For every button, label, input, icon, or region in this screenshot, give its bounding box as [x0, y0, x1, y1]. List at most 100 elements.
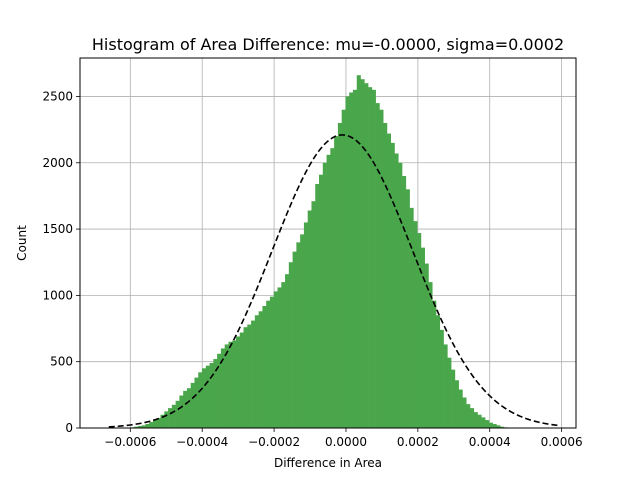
x-tick-label: 0.0006	[541, 435, 583, 449]
histogram-bar	[319, 174, 324, 428]
histogram-bar	[375, 103, 380, 429]
histogram-bar	[217, 353, 222, 428]
histogram-bar	[183, 390, 188, 428]
histogram-bar	[277, 287, 282, 428]
histogram-bar	[164, 411, 169, 428]
histogram-bar	[443, 344, 448, 428]
histogram-bar	[220, 348, 225, 428]
histogram-bar	[337, 122, 342, 428]
histogram-bar	[371, 89, 376, 429]
x-tick-label: −0.0002	[248, 435, 300, 449]
x-tick-label: −0.0006	[104, 435, 156, 449]
histogram-bar	[458, 389, 463, 428]
y-tick-label: 0	[65, 421, 73, 435]
histogram-bar	[383, 122, 388, 428]
histogram-bar	[269, 296, 275, 428]
histogram-bar	[300, 234, 305, 428]
histogram-bar	[326, 154, 331, 428]
histogram-bar	[436, 315, 441, 428]
histogram-bar	[420, 247, 425, 428]
y-tick-label: 500	[50, 355, 73, 369]
histogram-bar	[171, 404, 176, 428]
histogram-bar	[296, 242, 301, 428]
histogram-bar	[243, 327, 248, 428]
histogram-bar	[398, 162, 403, 428]
histogram-bar	[462, 397, 467, 428]
histogram-bar	[235, 336, 241, 428]
histogram-bar	[409, 207, 414, 428]
normal-fit-curve	[108, 134, 559, 428]
histogram-bar	[186, 388, 192, 428]
histogram-bar	[228, 341, 233, 428]
histogram-bar	[352, 89, 358, 429]
histogram-bar	[481, 417, 486, 428]
histogram-bars	[130, 75, 509, 429]
histogram-bar	[488, 422, 493, 428]
histogram-bar	[209, 363, 214, 428]
histogram-bar	[473, 412, 478, 428]
histogram-bar	[168, 408, 173, 428]
chart-title: Histogram of Area Difference: mu=-0.0000…	[92, 35, 564, 54]
histogram-bar	[360, 79, 365, 429]
histogram-bar	[266, 300, 271, 428]
y-tick-label: 2000	[42, 156, 73, 170]
x-tick-label: 0.0000	[325, 435, 367, 449]
histogram-bar	[345, 96, 350, 429]
histogram-bar	[485, 420, 490, 428]
y-axis-label: Count	[15, 225, 29, 261]
x-tick-label: 0.0004	[469, 435, 511, 449]
histogram-bar	[466, 404, 471, 428]
histogram-bar	[330, 148, 335, 429]
histogram-bar	[315, 183, 320, 428]
histogram-bar	[428, 282, 433, 428]
histogram-bar	[285, 274, 290, 428]
histogram-bar	[469, 408, 475, 428]
histogram-bar	[149, 422, 154, 428]
histogram-bar	[281, 282, 286, 428]
histogram-bar	[179, 395, 184, 428]
histogram-bar	[413, 221, 418, 428]
histogram-bar	[141, 425, 146, 428]
histogram-bar	[303, 222, 308, 428]
histogram-bar	[258, 311, 263, 428]
histogram-bar	[447, 357, 452, 428]
histogram-bar	[417, 233, 422, 428]
histogram-bar	[394, 153, 399, 428]
histogram-bar	[254, 315, 259, 428]
plot-frame	[79, 57, 577, 429]
histogram-bar	[202, 368, 207, 428]
y-tick-label: 2500	[42, 89, 73, 103]
histogram-bar	[273, 291, 278, 428]
histogram-bar	[224, 344, 229, 428]
histogram-bar	[356, 75, 361, 428]
histogram-bar	[402, 176, 407, 428]
y-tick-label: 1500	[42, 222, 73, 236]
histogram-bar	[198, 372, 203, 428]
histogram-bar	[424, 263, 429, 428]
histogram-bar	[152, 420, 158, 428]
histogram-bar	[160, 414, 165, 428]
histogram-bar	[137, 426, 142, 428]
histogram-bar	[349, 92, 354, 428]
histogram-bar	[194, 377, 199, 428]
histogram-bar	[292, 251, 297, 428]
histogram-bar	[239, 332, 244, 428]
x-axis-label: Difference in Area	[274, 456, 382, 470]
histogram-bar	[379, 109, 384, 428]
histogram-bar	[232, 340, 237, 428]
y-axis-ticks: 0 500 1000 1500 2000 2500	[42, 89, 80, 435]
histogram-bar	[311, 201, 316, 428]
histogram-bar	[364, 83, 369, 428]
x-tick-label: −0.0004	[176, 435, 228, 449]
histogram-bar	[454, 380, 459, 428]
y-tick-label: 1000	[42, 288, 73, 302]
histogram-bar	[322, 162, 327, 428]
histogram-bar	[307, 210, 312, 428]
histogram-bar	[262, 305, 267, 428]
histogram-bar	[156, 418, 161, 428]
histogram-bar	[368, 87, 373, 428]
x-tick-label: 0.0002	[397, 435, 439, 449]
x-axis-ticks: −0.0006 −0.0004 −0.0002 0.0000 0.0002 0.0004 0…	[104, 428, 583, 449]
histogram-bar	[496, 425, 501, 428]
